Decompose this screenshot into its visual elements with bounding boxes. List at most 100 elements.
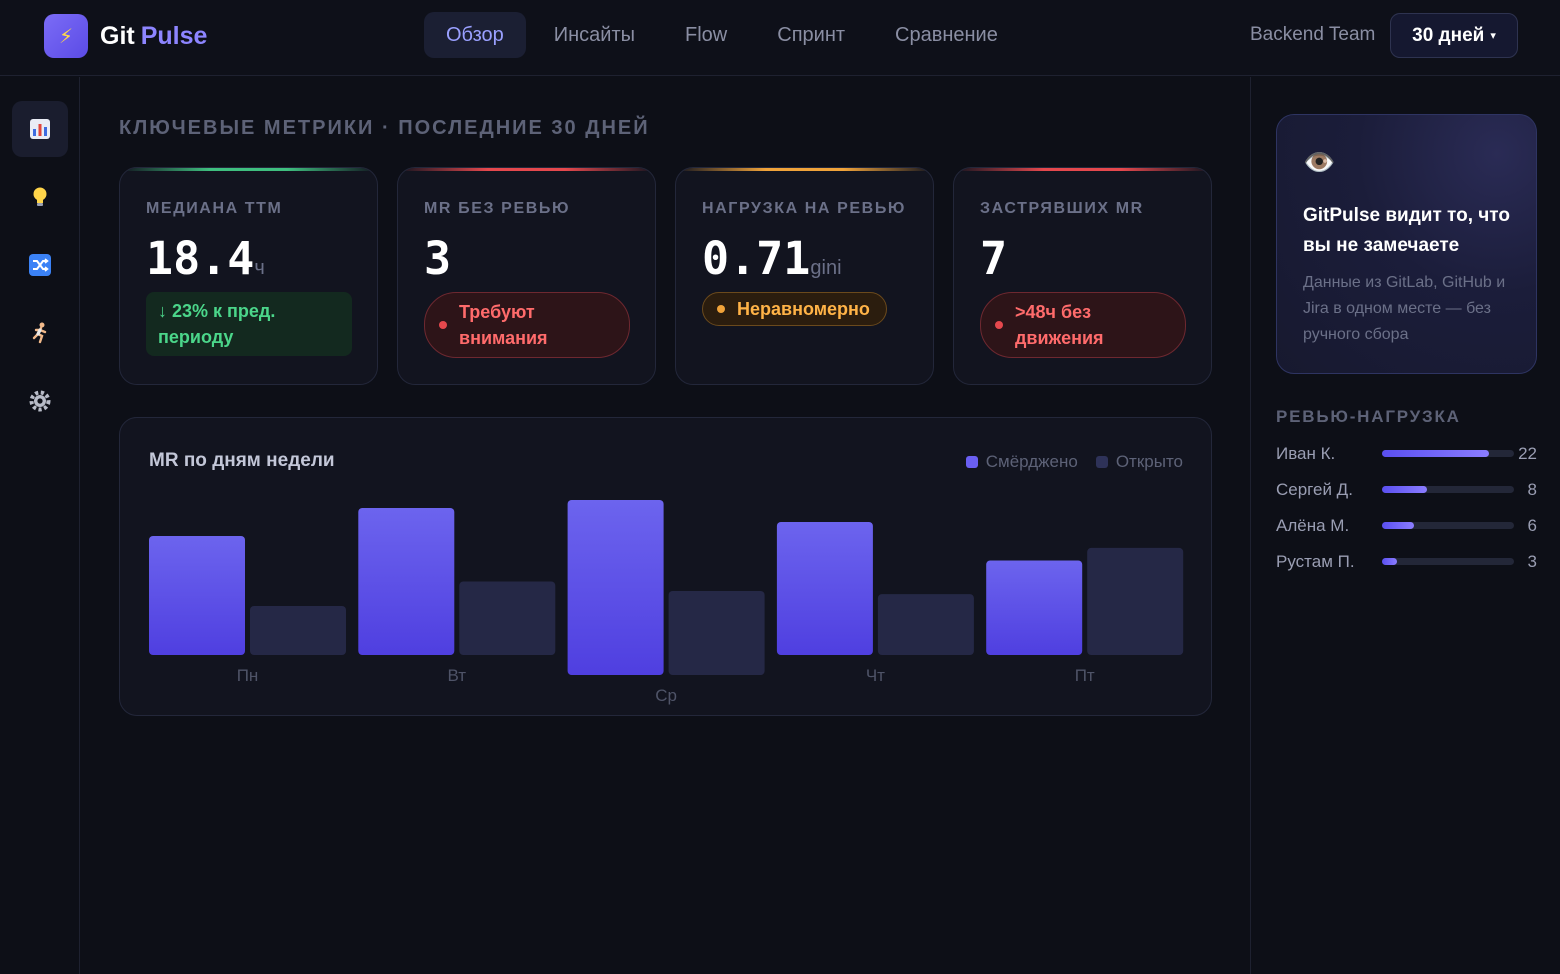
bar-merged-2[interactable]	[567, 500, 664, 675]
mr-by-weekday-chart: Пн Вт Ср Чт Пт MR по дням недели Смёрджено О…	[119, 417, 1212, 716]
bar-chart-icon	[30, 119, 50, 139]
x-tick-label: Ср	[655, 686, 677, 705]
status-badge-text: Требуют внимания	[459, 302, 548, 348]
card-accent-line	[676, 168, 933, 171]
reviewer-load-fill	[1382, 558, 1397, 565]
reviewer-name: Рустам П.	[1276, 552, 1355, 571]
tab-compare[interactable]: Сравнение	[895, 23, 998, 46]
sidebar-item-sprint[interactable]	[12, 305, 68, 361]
status-badge-text: >48ч без движения	[1015, 302, 1104, 348]
card-accent-line	[954, 168, 1211, 171]
reviewer-row: Рустам П. 3	[1276, 550, 1537, 574]
status-badge: Неравномерно	[702, 292, 887, 326]
reviewer-row: Алёна М. 6	[1276, 514, 1537, 538]
lightning-icon: ⚡	[44, 14, 88, 58]
status-dot	[995, 321, 1003, 329]
app-title-word2: Pulse	[140, 21, 208, 50]
bar-merged-1[interactable]	[358, 508, 455, 655]
metric-value: 0.71gini	[702, 232, 842, 285]
bar-open-2[interactable]	[668, 591, 765, 675]
legend-swatch	[965, 456, 978, 468]
top-bar: ⚡ Git Pulse Обзор Инсайты Flow Спринт Сра…	[0, 0, 1560, 76]
period-label: 30 дней	[1412, 24, 1485, 46]
reviewer-count: 8	[1527, 480, 1537, 499]
metric-card-stuck-mr[interactable]: ЗАСТРЯВШИХ MR 7 >48ч без движения	[953, 167, 1212, 385]
status-dot	[439, 321, 447, 329]
gear-icon	[29, 390, 51, 412]
sidebar	[0, 77, 80, 974]
legend-item-merged: Смёрджено	[965, 452, 1078, 472]
period-dropdown[interactable]: 30 дней ▾	[1390, 13, 1518, 58]
status-badge-text: Неравномерно	[737, 299, 870, 319]
reviewer-count: 6	[1527, 516, 1537, 535]
reviewer-name: Иван К.	[1276, 444, 1336, 463]
reviewer-load-bar	[1382, 522, 1514, 529]
metric-card-no-review[interactable]: MR БЕЗ РЕВЬЮ 3 Требуют внимания	[397, 167, 656, 385]
reviewer-row: Иван К. 22	[1276, 442, 1537, 466]
metric-unit: gini	[810, 257, 842, 279]
promo-title: GitPulse видит то, что вы не замечаете	[1303, 205, 1510, 256]
bar-open-3[interactable]	[877, 594, 974, 655]
reviewer-name: Алёна М.	[1276, 516, 1350, 535]
chevron-down-icon: ▾	[1490, 30, 1496, 42]
chart-title: MR по дням недели	[149, 450, 335, 471]
bar-open-4[interactable]	[1087, 547, 1184, 655]
lightbulb-icon	[33, 187, 47, 206]
main-nav: Обзор Инсайты Flow Спринт Сравнение	[424, 12, 1026, 58]
legend-label: Смёрджено	[985, 452, 1078, 471]
team-label: Backend Team	[1250, 24, 1376, 45]
x-tick-label: Пт	[1075, 666, 1095, 685]
metric-label: MR БЕЗ РЕВЬЮ	[424, 200, 571, 217]
metric-label: ЗАСТРЯВШИХ MR	[980, 200, 1144, 217]
metric-card-ttm[interactable]: МЕДИАНА TTM 18.4ч ↓ 23% к пред. периоду	[119, 167, 378, 385]
sidebar-item-settings[interactable]	[12, 373, 68, 429]
sidebar-item-flow[interactable]	[12, 237, 68, 293]
status-badge: ↓ 23% к пред. периоду	[146, 292, 352, 356]
sidebar-item-overview[interactable]	[12, 101, 68, 157]
metric-number: 3	[424, 232, 452, 285]
tab-sprint[interactable]: Спринт	[777, 23, 846, 46]
bar-merged-3[interactable]	[776, 522, 873, 655]
reviewer-load-fill	[1382, 522, 1414, 529]
tab-insights[interactable]: Инсайты	[553, 23, 636, 46]
logo[interactable]: ⚡ Git Pulse	[44, 14, 207, 58]
app-title: Git Pulse	[100, 22, 207, 51]
reviewer-load-bar	[1382, 558, 1514, 565]
reviewer-load-bar	[1382, 450, 1514, 457]
reviewer-count: 22	[1518, 444, 1537, 463]
bar-open-0[interactable]	[250, 606, 346, 655]
status-badge: >48ч без движения	[980, 292, 1186, 358]
bar-open-1[interactable]	[459, 581, 556, 656]
legend-label: Открыто	[1115, 452, 1183, 471]
metric-number: 7	[980, 232, 1008, 285]
reviewer-row: Сергей Д. 8	[1276, 478, 1537, 502]
promo-card[interactable]: 👁️ GitPulse видит то, что вы не замечает…	[1276, 114, 1537, 374]
bar-merged-4[interactable]	[986, 560, 1083, 656]
metric-label: НАГРУЗКА НА РЕВЬЮ	[702, 200, 907, 217]
metric-card-review-load[interactable]: НАГРУЗКА НА РЕВЬЮ 0.71gini Неравномерно	[675, 167, 934, 385]
card-accent-line	[120, 168, 377, 171]
chart-canvas: Пн Вт Ср Чт Пт	[149, 500, 1184, 705]
chart-legend: Смёрджено Открыто	[948, 452, 1183, 472]
reviewer-load-fill	[1382, 486, 1427, 493]
reviewer-load-bar	[1382, 486, 1514, 493]
sidebar-item-insights[interactable]	[12, 169, 68, 225]
runner-icon	[32, 322, 47, 344]
metric-value: 18.4ч	[146, 232, 265, 285]
app-title-word1: Git	[100, 21, 135, 50]
reviewer-name: Сергей Д.	[1276, 480, 1353, 499]
right-panel: 👁️ GitPulse видит то, что вы не замечает…	[1250, 77, 1560, 974]
tab-flow[interactable]: Flow	[685, 23, 728, 46]
status-dot	[717, 305, 725, 313]
status-badge: Требуют внимания	[424, 292, 630, 358]
tab-overview[interactable]: Обзор	[424, 12, 526, 58]
promo-text: Данные из GitLab, GitHub и Jira в одном …	[1303, 274, 1506, 343]
card-accent-line	[398, 168, 655, 171]
review-load-title: РЕВЬЮ-НАГРУЗКА	[1276, 407, 1461, 426]
reviewer-count: 3	[1527, 552, 1537, 571]
bar-merged-0[interactable]	[149, 536, 245, 655]
x-tick-label: Чт	[866, 666, 885, 685]
legend-item-open: Открыто	[1095, 452, 1183, 472]
metric-value: 7	[980, 232, 1007, 285]
x-tick-label: Пн	[237, 666, 259, 685]
